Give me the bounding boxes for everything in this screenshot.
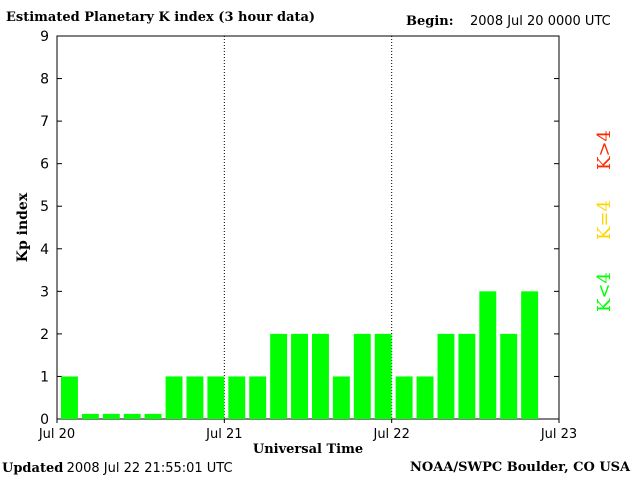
- legend-item-k-less-than-4: K<4: [594, 272, 615, 312]
- y-tick-label: 6: [40, 157, 49, 173]
- updated-label: Updated: [2, 461, 64, 476]
- updated-stamp: Updated 2008 Jul 22 21:55:01 UTC: [2, 460, 233, 476]
- kp-bar: [479, 291, 497, 419]
- kp-bar: [416, 376, 434, 419]
- y-tick-label: 2: [40, 327, 49, 343]
- kp-bar: [270, 333, 288, 419]
- kp-bar: [374, 333, 392, 419]
- chart-title: Estimated Planetary K index (3 hour data…: [6, 10, 316, 25]
- kp-bar: [249, 376, 267, 419]
- source-credit: NOAA/SWPC Boulder, CO USA: [410, 460, 631, 475]
- begin-label: Begin:: [406, 14, 454, 29]
- kp-bar: [61, 376, 78, 419]
- kp-bar: [437, 333, 455, 419]
- kp-bar: [186, 376, 204, 419]
- kp-bar: [332, 376, 350, 419]
- legend-item-k-equals-4: K=4: [594, 200, 615, 240]
- kp-bar: [102, 413, 120, 419]
- kp-bar: [521, 291, 539, 419]
- y-tick-label: 9: [40, 29, 49, 45]
- y-tick-label: 1: [40, 369, 49, 385]
- legend-item-k-greater-than-4: K>4: [594, 130, 615, 170]
- y-tick-label: 5: [40, 199, 49, 215]
- kp-bar: [81, 413, 99, 419]
- kp-bar: [500, 333, 518, 419]
- kp-bar: [395, 376, 413, 419]
- y-tick-label: 0: [40, 412, 49, 428]
- kp-bar: [228, 376, 246, 419]
- x-tick-label: Jul 20: [38, 427, 75, 442]
- kp-bar: [312, 333, 329, 419]
- x-axis-title: Universal Time: [253, 442, 363, 457]
- kp-bar: [458, 333, 476, 419]
- y-tick-label: 3: [40, 284, 49, 300]
- updated-value: 2008 Jul 22 21:55:01 UTC: [66, 461, 233, 476]
- kp-bar: [123, 413, 141, 419]
- kp-bar: [207, 376, 225, 419]
- kp-bar: [353, 333, 371, 419]
- kp-bar: [144, 413, 162, 419]
- y-axis-title: Kp index: [15, 192, 31, 262]
- begin-value: 2008 Jul 20 0000 UTC: [470, 14, 611, 29]
- x-tick-label: Jul 22: [372, 427, 409, 442]
- y-tick-label: 4: [40, 242, 49, 258]
- x-tick-label: Jul 23: [540, 427, 577, 442]
- y-tick-label: 8: [40, 72, 49, 88]
- kp-bar: [165, 376, 183, 419]
- y-tick-label: 7: [40, 114, 49, 130]
- kp-bar: [291, 333, 308, 419]
- x-tick-label: Jul 21: [205, 427, 242, 442]
